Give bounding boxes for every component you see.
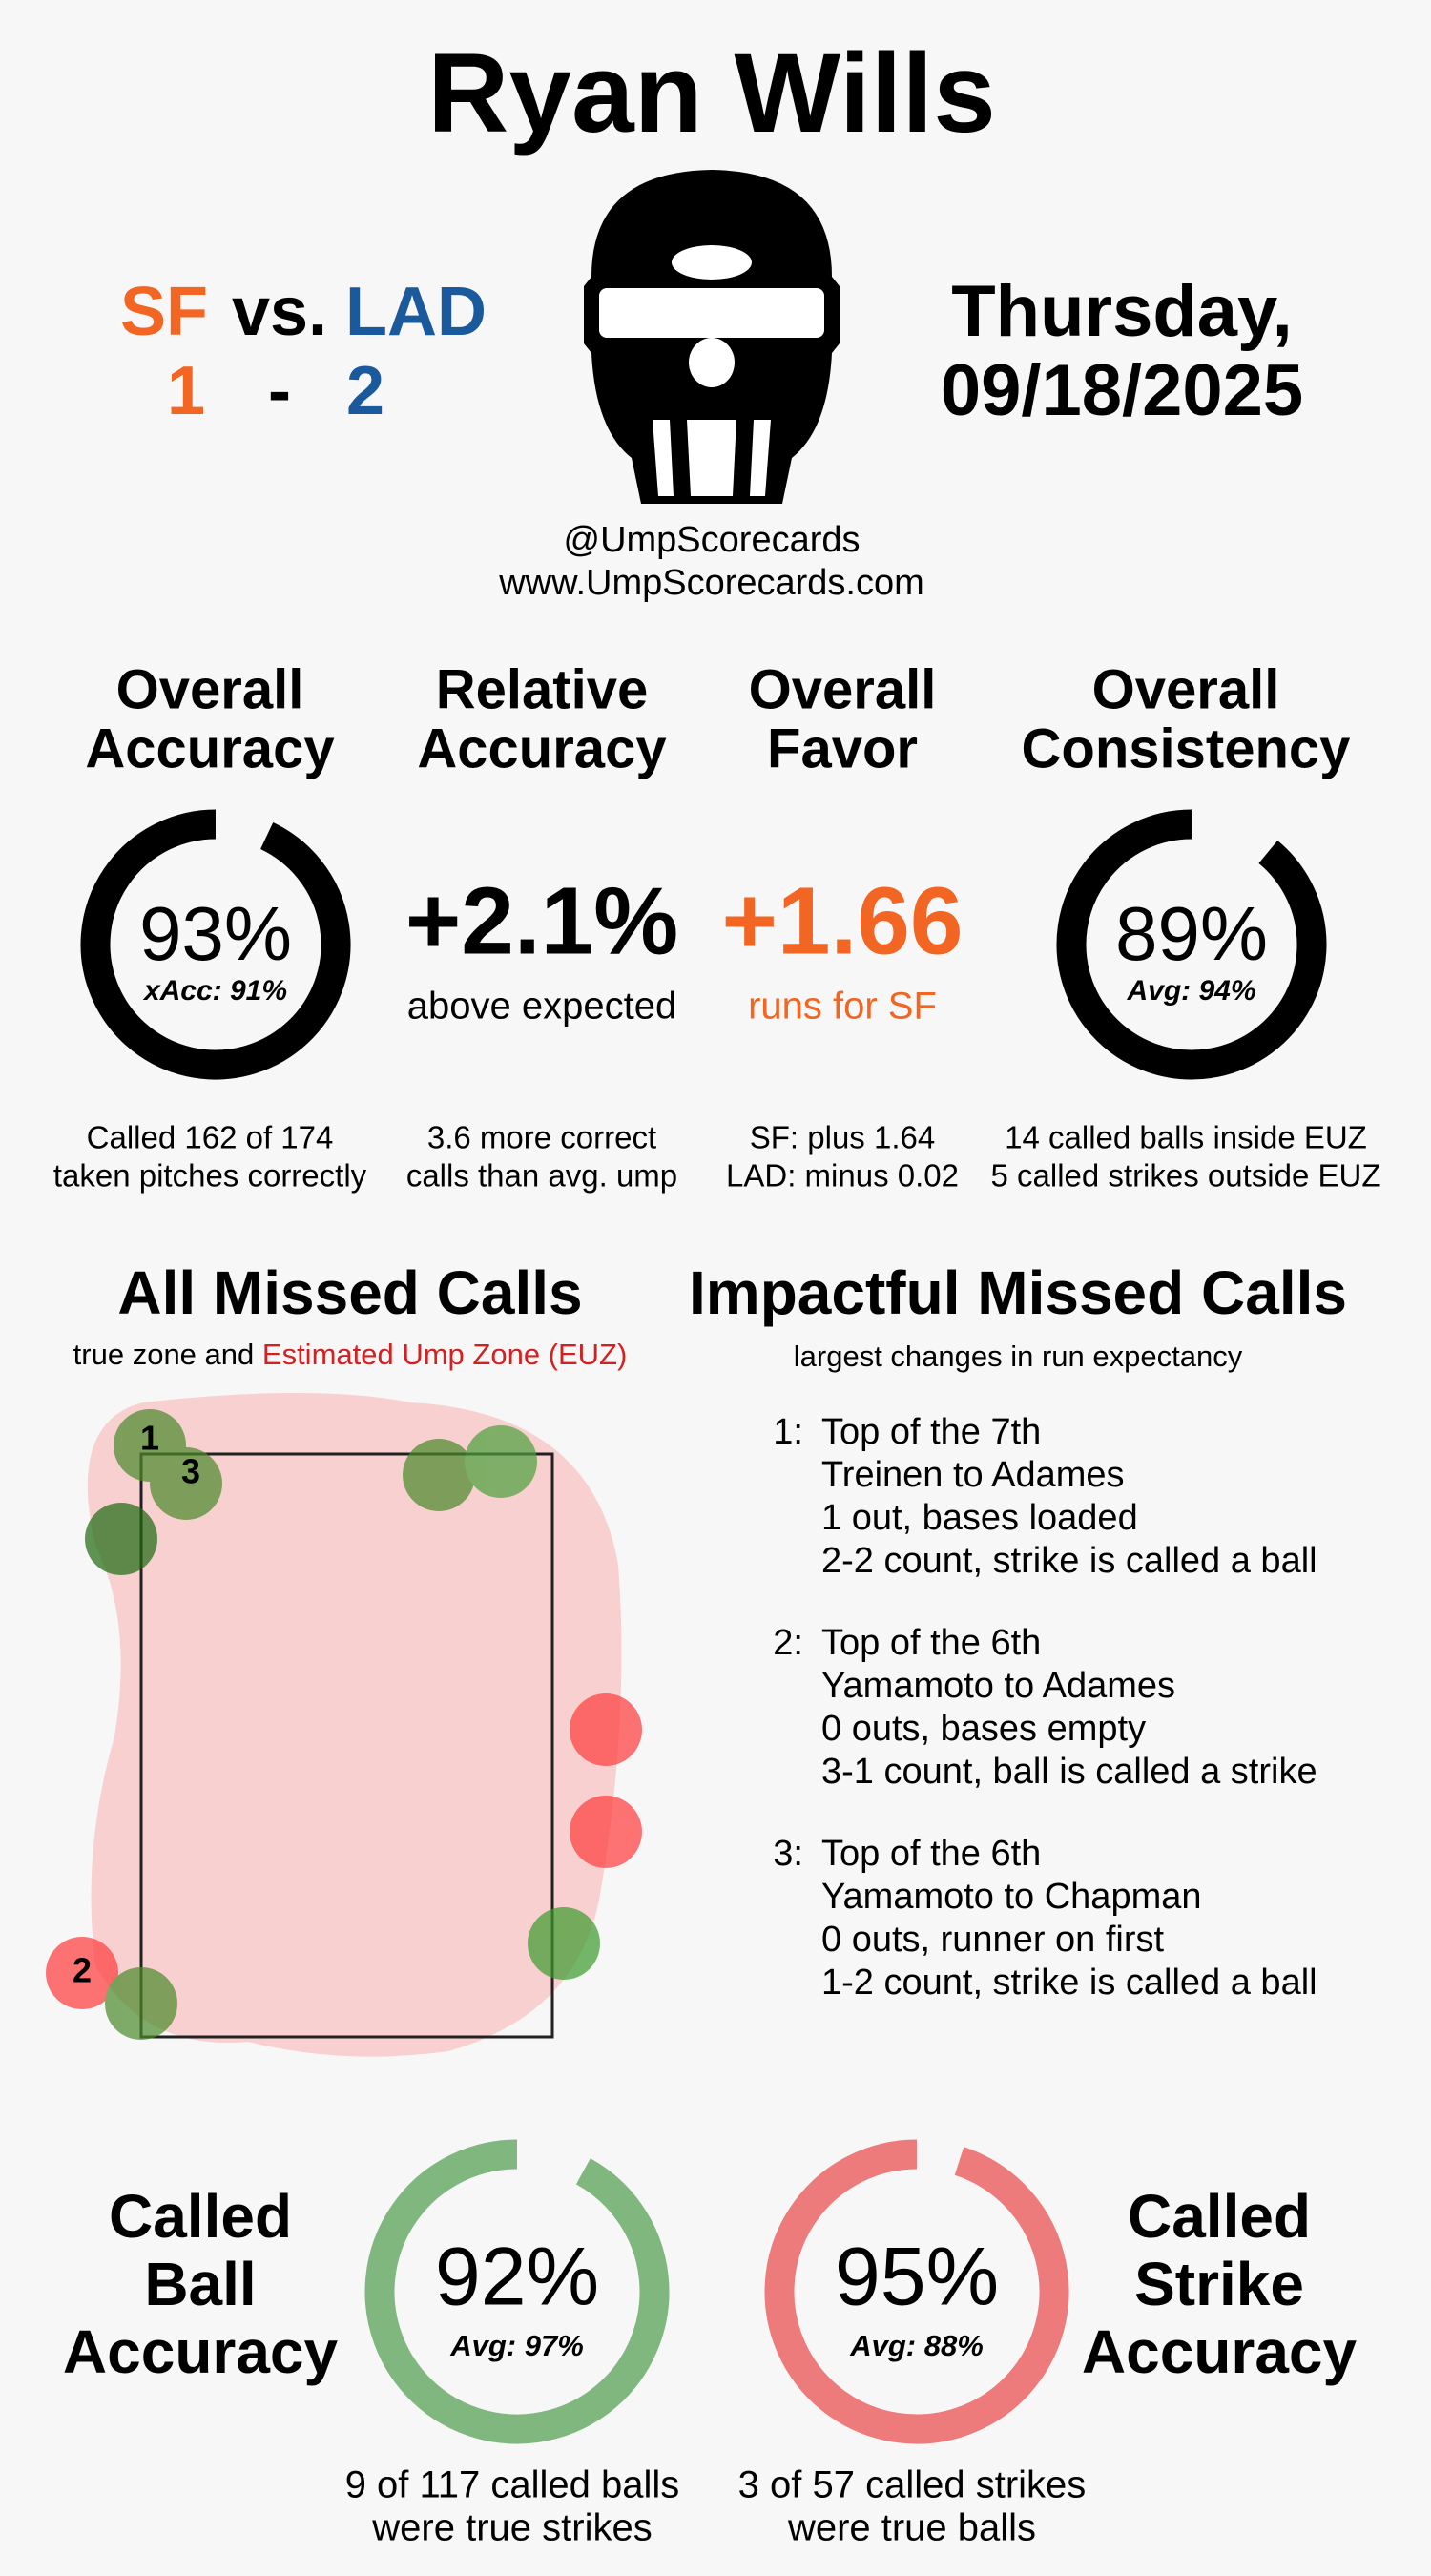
game-date: 09/18/2025 xyxy=(941,350,1303,431)
metric-note: calls than avg. ump xyxy=(406,1158,677,1194)
item-line: Treinen to Adames xyxy=(821,1455,1125,1495)
accuracy-ring xyxy=(764,2139,1069,2444)
item-line: 2-2 count, strike is called a ball xyxy=(821,1541,1317,1581)
accuracy-title: Strike xyxy=(1134,2250,1304,2318)
item-number: 3: xyxy=(773,1834,803,1874)
home-score: 2 xyxy=(346,353,384,429)
metric-title: Accuracy xyxy=(85,717,334,779)
dash: - xyxy=(268,353,291,429)
item-line: 3-1 count, ball is called a strike xyxy=(821,1752,1317,1792)
section-title: All Missed Calls xyxy=(117,1258,582,1327)
accuracy-value: 95% xyxy=(835,2232,999,2323)
subtitle-text: true zone and xyxy=(73,1338,255,1371)
metric-title: Accuracy xyxy=(417,717,666,779)
metric-title: Consistency xyxy=(1022,717,1351,779)
item-line: Top of the 6th xyxy=(821,1623,1041,1663)
item-line: 0 outs, runner on first xyxy=(821,1920,1165,1960)
metric-note: 3.6 more correct xyxy=(427,1120,656,1155)
item-line: 1-2 count, strike is called a ball xyxy=(821,1963,1317,2003)
item-line: Yamamoto to Chapman xyxy=(821,1877,1202,1917)
metric-value: +2.1% xyxy=(405,867,678,974)
item-line: Top of the 6th xyxy=(821,1834,1041,1874)
accuracy-title: Accuracy xyxy=(63,2317,339,2386)
section-subtitle: largest changes in run expectancy xyxy=(794,1340,1243,1373)
away-team: SF xyxy=(120,274,208,350)
vs: vs. xyxy=(232,274,327,350)
metric-sub: runs for SF xyxy=(748,986,937,1028)
call-label: 3 xyxy=(181,1452,200,1491)
metric-note: taken pitches correctly xyxy=(53,1158,367,1194)
call-label: 2 xyxy=(73,1951,92,1990)
metric-title: Overall xyxy=(1092,658,1280,720)
accuracy-note: were true balls xyxy=(787,2507,1036,2549)
metric-title: Relative xyxy=(436,658,648,720)
metric-value: +1.66 xyxy=(721,867,963,974)
away-score: 1 xyxy=(167,353,205,429)
item-number: 1: xyxy=(773,1412,803,1452)
accuracy-sub: Avg: 88% xyxy=(849,2329,984,2362)
handle: @UmpScorecards xyxy=(564,520,861,560)
metric-value: 89% xyxy=(1115,891,1268,976)
home-team: LAD xyxy=(345,274,487,350)
item-line: 0 outs, bases empty xyxy=(821,1709,1146,1749)
accuracy-title: Accuracy xyxy=(1082,2317,1358,2386)
item-line: 1 out, bases loaded xyxy=(821,1498,1138,1538)
metric-title: Overall xyxy=(749,658,937,720)
accuracy-ring xyxy=(80,809,351,1080)
call-label: 1 xyxy=(140,1419,159,1458)
website: www.UmpScorecards.com xyxy=(498,563,924,603)
metric-sub: Avg: 94% xyxy=(1126,975,1255,1007)
metric-title: Favor xyxy=(767,717,918,779)
umpire-name: Ryan Wills xyxy=(427,31,996,156)
accuracy-ring xyxy=(364,2139,670,2444)
metric-note: Called 162 of 174 xyxy=(87,1120,334,1155)
metric-value: 93% xyxy=(139,891,292,976)
accuracy-title: Ball xyxy=(144,2250,256,2318)
item-line: Yamamoto to Adames xyxy=(821,1666,1175,1706)
accuracy-sub: Avg: 97% xyxy=(449,2329,584,2362)
section-title: Impactful Missed Calls xyxy=(689,1258,1347,1327)
metric-note: SF: plus 1.64 xyxy=(750,1120,935,1155)
accuracy-title: Called xyxy=(109,2182,292,2251)
zone-plot xyxy=(46,1393,642,2057)
section-subtitle: true zone and Estimated Ump Zone (EUZ) xyxy=(73,1338,628,1371)
accuracy-title: Called xyxy=(1128,2182,1311,2251)
metric-note: 5 called strikes outside EUZ xyxy=(990,1158,1380,1194)
item-number: 2: xyxy=(773,1623,803,1663)
accuracy-value: 92% xyxy=(435,2232,599,2323)
subtitle-highlight: Estimated Ump Zone (EUZ) xyxy=(262,1338,627,1371)
metric-note: LAD: minus 0.02 xyxy=(726,1158,959,1194)
game-day: Thursday, xyxy=(951,271,1293,352)
item-line: Top of the 7th xyxy=(821,1412,1041,1452)
catcher-mask-icon xyxy=(584,170,840,504)
accuracy-note: were true strikes xyxy=(371,2507,652,2549)
accuracy-ring xyxy=(1056,809,1327,1080)
accuracy-note: 9 of 117 called balls xyxy=(345,2464,680,2506)
metric-title: Overall xyxy=(116,658,304,720)
metric-note: 14 called balls inside EUZ xyxy=(1005,1120,1367,1155)
metric-sub: above expected xyxy=(407,986,676,1028)
accuracy-note: 3 of 57 called strikes xyxy=(738,2464,1087,2506)
metric-sub: xAcc: 91% xyxy=(142,975,287,1007)
